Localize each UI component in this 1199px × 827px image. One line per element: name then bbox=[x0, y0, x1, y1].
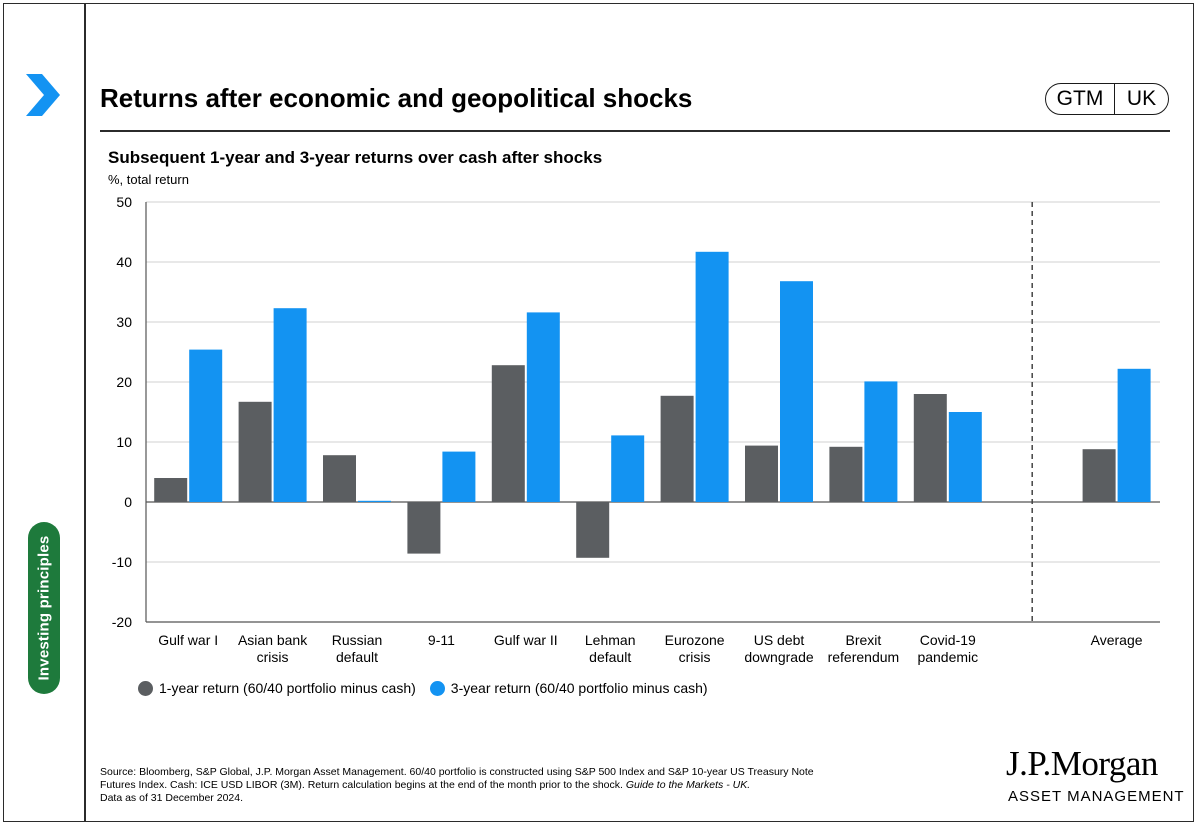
bar-3y bbox=[611, 435, 645, 502]
badge-uk: UK bbox=[1126, 87, 1157, 110]
x-tick-label: Average bbox=[1091, 632, 1143, 648]
asset-management-logo: ASSET MANAGEMENT bbox=[1008, 788, 1185, 805]
page-title: Returns after economic and geopolitical … bbox=[100, 83, 693, 113]
y-tick-label: 40 bbox=[116, 254, 132, 270]
bar-3y bbox=[695, 251, 729, 502]
source-line-2: Futures Index. Cash: ICE USD LIBOR (3M).… bbox=[100, 779, 970, 792]
x-tick-label: Gulf war I bbox=[158, 632, 218, 648]
bar-1y bbox=[323, 455, 356, 502]
legend-label-3y: 3-year return (60/40 portfolio minus cas… bbox=[450, 680, 708, 696]
left-rule bbox=[84, 4, 86, 822]
y-tick-label: -10 bbox=[112, 554, 132, 570]
legend-swatch-3y bbox=[429, 680, 445, 696]
legend-item-1y: 1-year return (60/40 portfolio minus cas… bbox=[138, 680, 416, 696]
x-tick-label: Covid-19 bbox=[920, 632, 976, 648]
bar-3y bbox=[358, 500, 391, 502]
bar-1y bbox=[829, 446, 863, 502]
x-tick-label: downgrade bbox=[744, 649, 813, 665]
x-tick-label: default bbox=[589, 649, 631, 665]
x-tick-label: default bbox=[336, 649, 378, 665]
x-tick-label: 9-11 bbox=[428, 632, 455, 648]
x-tick-label: Eurozone bbox=[665, 632, 725, 648]
bar-3y bbox=[526, 312, 560, 502]
legend-label-1y: 1-year return (60/40 portfolio minus cas… bbox=[159, 680, 416, 696]
bar-1y bbox=[913, 394, 947, 502]
bar-3y bbox=[864, 381, 898, 502]
source-line-1: Source: Bloomberg, S&P Global, J.P. Morg… bbox=[100, 766, 814, 778]
bar-1y bbox=[745, 445, 778, 502]
bar-1y bbox=[576, 502, 610, 558]
y-tick-label: 30 bbox=[116, 314, 132, 330]
x-tick-label: referendum bbox=[828, 649, 900, 665]
jpmorgan-logo: J.P.Morgan bbox=[1006, 744, 1158, 783]
source-line-3: Data as of 31 December 2024. bbox=[100, 792, 244, 804]
legend-item-3y: 3-year return (60/40 portfolio minus cas… bbox=[429, 680, 708, 696]
bar-1y bbox=[154, 478, 188, 502]
badge-gtm: GTM bbox=[1046, 84, 1115, 114]
y-tick-label: 0 bbox=[124, 494, 132, 510]
bar-1y bbox=[238, 401, 272, 502]
y-tick-label: 50 bbox=[116, 194, 132, 210]
x-tick-label: crisis bbox=[257, 649, 289, 665]
chevron-right-icon bbox=[26, 74, 60, 116]
gtm-uk-badge: GTM UK bbox=[1045, 83, 1169, 115]
x-tick-label: US debt bbox=[754, 632, 805, 648]
x-tick-label: crisis bbox=[679, 649, 711, 665]
chart-title: Subsequent 1-year and 3-year returns ove… bbox=[108, 148, 603, 167]
chart-unit-label: %, total return bbox=[108, 172, 189, 187]
x-tick-label: Brexit bbox=[846, 632, 882, 648]
side-tab: Investing principles bbox=[28, 522, 60, 694]
bar-1y bbox=[1082, 449, 1116, 502]
y-tick-label: -20 bbox=[112, 614, 132, 630]
bar-3y bbox=[442, 451, 476, 502]
x-tick-label: Russian bbox=[332, 632, 383, 648]
y-tick-label: 20 bbox=[116, 374, 132, 390]
bar-3y bbox=[1117, 368, 1151, 502]
y-tick-label: 10 bbox=[116, 434, 132, 450]
bar-3y bbox=[189, 349, 223, 502]
bar-3y bbox=[273, 308, 307, 502]
title-rule bbox=[100, 130, 1170, 132]
bar-3y bbox=[948, 412, 982, 502]
page-border bbox=[3, 3, 1194, 822]
x-tick-label: pandemic bbox=[917, 649, 978, 665]
x-tick-label: Asian bank bbox=[238, 632, 308, 648]
source-line-2-text: Futures Index. Cash: ICE USD LIBOR (3M).… bbox=[100, 779, 623, 791]
x-tick-label: Gulf war II bbox=[494, 632, 558, 648]
x-tick-label: Lehman bbox=[585, 632, 636, 648]
legend-swatch-1y bbox=[138, 680, 153, 696]
bar-1y bbox=[407, 502, 441, 554]
source-note: Source: Bloomberg, S&P Global, J.P. Morg… bbox=[100, 766, 970, 805]
bar-3y bbox=[780, 281, 813, 502]
bar-1y bbox=[660, 395, 694, 502]
chart-legend: 1-year return (60/40 portfolio minus cas… bbox=[138, 680, 708, 696]
bar-1y bbox=[491, 365, 525, 502]
source-italic: Guide to the Markets - UK. bbox=[625, 779, 751, 791]
